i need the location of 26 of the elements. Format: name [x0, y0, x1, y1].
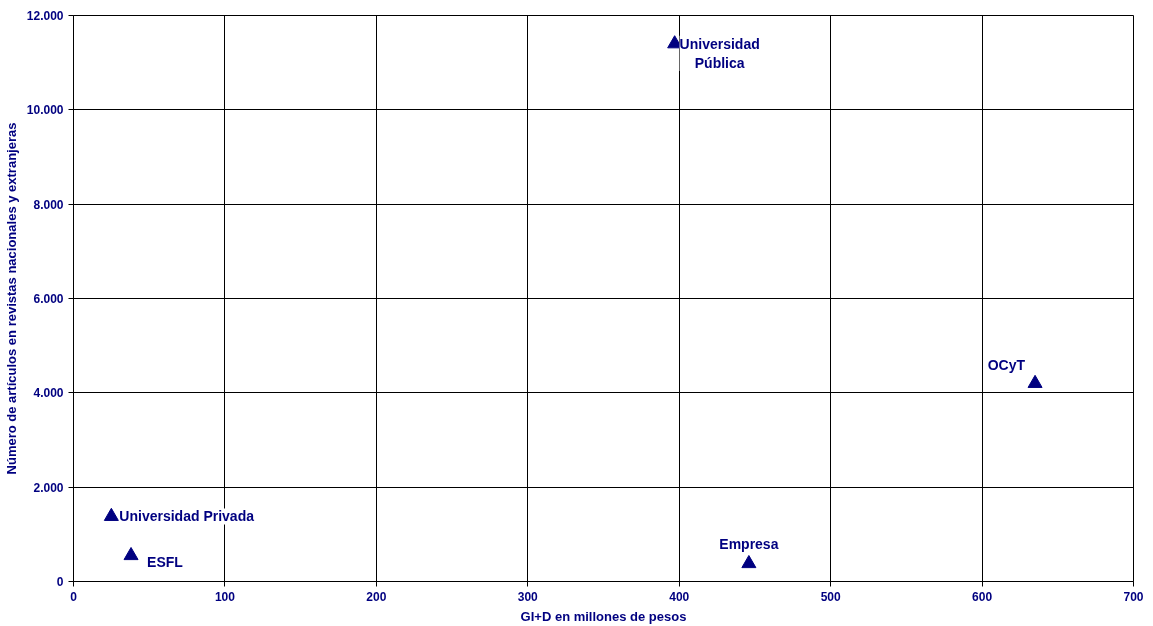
point	[123, 546, 139, 561]
annotation: Universidad Privada	[119, 508, 255, 525]
y-tick-label: 6.000	[33, 292, 64, 306]
x-tick-label: 600	[972, 589, 993, 604]
y-tick-label: 4.000	[33, 386, 64, 401]
x-tick-label: 700	[1123, 589, 1144, 604]
y-tick-label: 0	[56, 575, 64, 589]
x-tick-label: 200	[366, 589, 387, 604]
x-tick-label: 0	[70, 589, 78, 604]
annotation: ESFL	[147, 553, 184, 570]
x-tick-label: 300	[517, 589, 539, 604]
annotation: Empresa	[719, 535, 779, 552]
point	[103, 507, 119, 521]
point	[741, 554, 757, 569]
x-axis-title: GI+D en millones de pesos	[520, 608, 687, 624]
y-tick-label: 2.000	[33, 480, 64, 495]
annotation: Universidad Pública	[679, 35, 760, 71]
y-tick-label: 8.000	[33, 197, 64, 212]
x-tick-label: 400	[669, 589, 690, 604]
point	[1027, 374, 1043, 388]
annotation: OCyT	[987, 357, 1026, 374]
x-tick-label: 500	[820, 589, 841, 604]
y-axis-title: Número de artículos en revistas nacionales y extranjeras	[3, 122, 19, 475]
y-tick-label: 12.000	[26, 9, 64, 23]
x-tick-label: 100	[214, 589, 236, 604]
y-tick-label: 10.000	[26, 103, 64, 118]
